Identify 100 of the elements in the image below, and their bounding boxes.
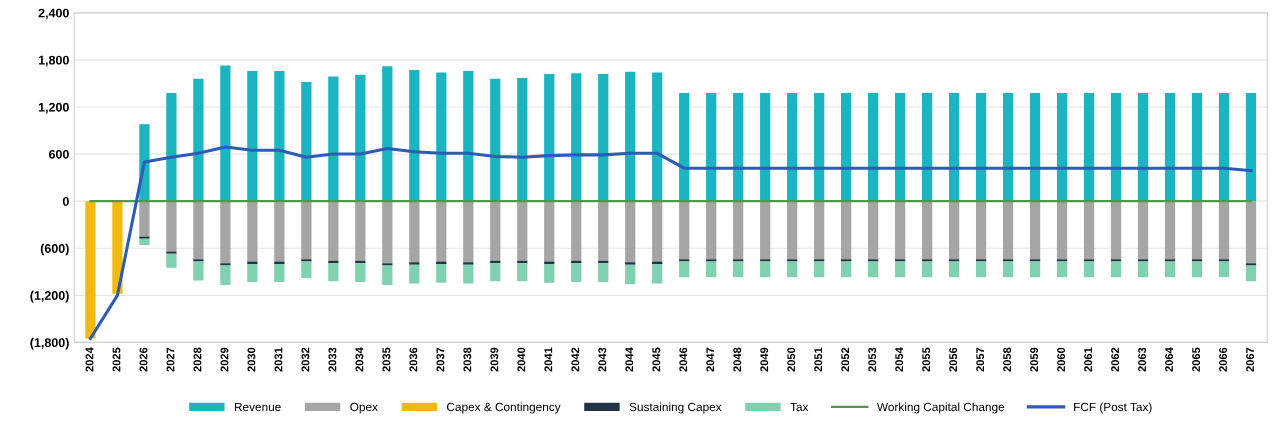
bar [1164,261,1176,278]
bar [895,259,906,262]
legend-label: Sustaining Capex [629,402,722,414]
bar [868,261,879,278]
bar [247,261,258,264]
bar [1110,259,1122,262]
x-tick-label: 2055 [922,347,931,372]
y-tick-label: (600) [40,243,69,256]
bar [1110,201,1122,260]
bar [409,264,420,284]
bar [1029,201,1041,260]
bar [193,261,204,281]
x-tick-label: 2041 [544,347,553,372]
x-tick-label: 2031 [274,347,283,372]
x-tick-label: 2064 [1165,347,1174,372]
x-tick-label: 2066 [1219,347,1227,372]
bar [895,261,906,278]
bar [139,201,150,237]
bar [463,262,474,265]
bar [166,251,177,254]
x-tick-label: 2065 [1192,347,1201,372]
x-tick-label: 2062 [1111,347,1120,372]
x-tick-label: 2036 [409,347,418,372]
x-tick-label: 2028 [193,347,202,372]
bar [544,201,555,262]
bar [490,201,501,261]
bar [1056,92,1068,202]
bar [301,81,312,202]
bar [382,66,393,202]
bar [328,76,339,202]
bar [895,92,906,202]
bar [1191,261,1203,278]
bar [787,259,798,262]
bar [895,201,906,260]
x-tick-label: 2042 [571,347,580,372]
bar [355,263,366,282]
bar [1029,259,1041,262]
bar [706,259,717,262]
x-tick-label: 2045 [652,347,661,372]
bar [301,261,312,279]
bar [814,259,825,262]
bar [1002,261,1014,278]
bar [922,201,933,260]
bar [220,201,231,264]
bar [247,70,258,202]
bar [382,265,393,286]
x-tick-label: 2063 [1138,347,1147,372]
bar [625,201,636,263]
x-tick-label: 2059 [1030,347,1039,372]
bar [1137,259,1149,262]
bar [975,92,987,202]
bar [1056,201,1068,260]
bar [868,201,879,260]
bar [85,201,96,339]
bar [409,201,420,263]
bar [814,261,825,278]
bar [733,261,744,278]
x-tick-label: 2038 [463,347,472,372]
bar [975,201,987,260]
bar [247,263,258,282]
bar [382,201,393,264]
x-tick-label: 2047 [706,347,715,372]
bar [652,263,663,284]
bar [787,261,798,278]
bar [841,259,852,262]
x-tick-label: 2046 [679,347,688,372]
bar [1191,259,1203,262]
bar [948,261,960,278]
bar [922,259,933,262]
y-tick-label: 0 [62,196,69,206]
bar [652,72,663,202]
legend-label: Opex [350,402,378,414]
bar [463,264,474,284]
bar [1191,92,1203,202]
bar [328,201,339,261]
bar [948,259,960,262]
bar [166,92,177,202]
x-tick-label: 2035 [382,347,391,372]
bar [220,263,231,266]
bar [1218,261,1230,278]
bar [1137,261,1149,278]
bar [652,201,663,262]
bar [1056,261,1068,278]
bar [409,262,420,265]
bar [1002,92,1014,202]
x-tick-label: 2030 [247,347,256,372]
bar [598,201,609,261]
bar [1137,92,1149,202]
bar [301,259,312,262]
bar [868,259,879,262]
bar [1056,259,1068,262]
x-tick-label: 2025 [112,347,121,372]
bar [948,201,960,260]
legend-label: Capex & Contingency [447,402,561,414]
legend-label: Working Capital Change [876,402,1005,414]
x-tick-label: 2049 [760,347,769,372]
bar [571,201,582,261]
bar [1245,92,1257,202]
x-tick-label: 2050 [787,347,796,372]
bar [571,263,582,282]
